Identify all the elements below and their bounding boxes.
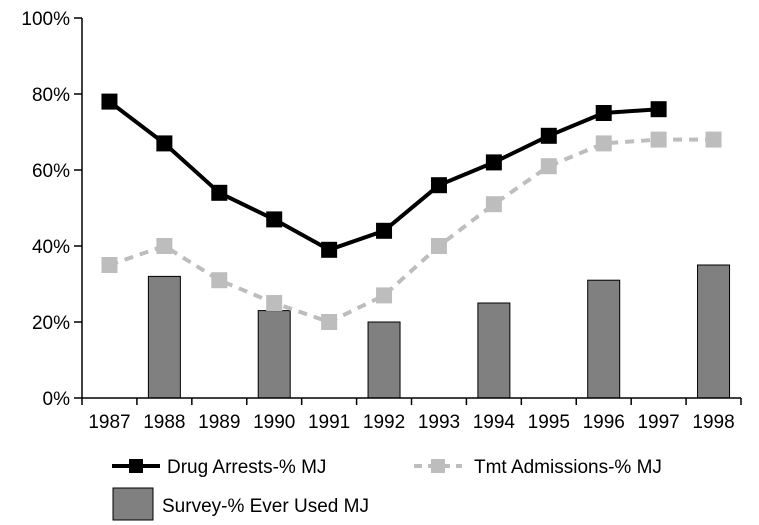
- x-tick-label: 1997: [637, 412, 679, 433]
- bar-1992: [367, 321, 401, 399]
- x-tick-label: 1988: [143, 412, 185, 433]
- legend-marker-drug-arrests: [129, 459, 143, 473]
- point-tmt-admissions-mj-1997: [650, 131, 667, 148]
- legend: Drug Arrests-% MJ Tmt Admissions-% MJ Su…: [112, 457, 662, 521]
- x-tick-label: 1995: [528, 412, 570, 433]
- legend-swatch-survey: [112, 487, 154, 521]
- legend-entry-survey: Survey-% Ever Used MJ: [112, 487, 369, 521]
- x-tick-label: 1989: [198, 412, 240, 433]
- point-tmt-admissions-mj-1996: [595, 135, 612, 152]
- point-drug-arrests-mj-1994: [485, 154, 502, 171]
- point-tmt-admissions-mj-1988: [156, 238, 173, 254]
- bar-1996: [587, 279, 621, 399]
- x-tick-label: 1998: [692, 412, 734, 433]
- point-tmt-admissions-mj-1990: [266, 295, 283, 311]
- legend-label-survey: Survey-% Ever Used MJ: [162, 496, 369, 517]
- legend-label-drug-arrests: Drug Arrests-% MJ: [167, 457, 326, 478]
- point-drug-arrests-mj-1987: [101, 93, 118, 110]
- x-tick-label: 1996: [583, 412, 625, 433]
- bar-1988: [147, 275, 181, 399]
- legend-entry-drug-arrests: Drug Arrests-% MJ: [112, 457, 326, 478]
- point-drug-arrests-mj-1988: [156, 135, 173, 152]
- axes: [74, 17, 742, 405]
- y-tick-label: 40%: [32, 237, 70, 258]
- legend-entry-tmt-admissions: Tmt Admissions-% MJ: [414, 457, 662, 478]
- y-tick-label: 100%: [21, 9, 70, 30]
- bar-1998: [697, 264, 731, 399]
- y-tick-label: 60%: [32, 161, 70, 182]
- y-tick-labels: 0% 20% 40% 60% 80% 100%: [21, 9, 70, 410]
- series-line-tmt-admissions-mj: [108, 137, 714, 324]
- y-tick-label: 0%: [43, 389, 71, 410]
- point-drug-arrests-mj-1996: [595, 105, 612, 121]
- point-tmt-admissions-mj-1992: [376, 287, 393, 304]
- x-tick-label: 1991: [308, 412, 350, 433]
- point-tmt-admissions-mj-1994: [485, 196, 502, 213]
- x-tick-label: 1987: [88, 412, 130, 433]
- y-tick-label: 80%: [32, 85, 70, 106]
- y-tick-label: 20%: [32, 313, 70, 334]
- point-drug-arrests-mj-1993: [430, 177, 447, 194]
- point-drug-arrests-mj-1992: [376, 222, 393, 239]
- point-tmt-admissions-mj-1995: [540, 158, 557, 175]
- point-tmt-admissions-mj-1987: [101, 257, 118, 273]
- point-drug-arrests-mj-1989: [211, 184, 228, 201]
- point-tmt-admissions-mj-1993: [430, 238, 447, 254]
- legend-label-tmt-admissions: Tmt Admissions-% MJ: [474, 457, 662, 478]
- point-drug-arrests-mj-1991: [321, 241, 338, 258]
- point-drug-arrests-mj-1997: [650, 101, 667, 118]
- x-tick-labels: 1987 1988 1989 1990 1991 1992 1993 1994 1995 1996…: [88, 412, 734, 433]
- x-tick-label: 1990: [253, 412, 295, 433]
- point-tmt-admissions-mj-1998: [705, 131, 722, 148]
- bar-1994: [477, 302, 511, 399]
- point-drug-arrests-mj-1995: [540, 127, 557, 144]
- x-tick-label: 1992: [363, 412, 405, 433]
- point-tmt-admissions-mj-1989: [211, 272, 228, 289]
- line-series: [101, 93, 722, 330]
- bar-1990: [257, 310, 291, 399]
- point-tmt-admissions-mj-1991: [321, 314, 338, 330]
- x-tick-label: 1993: [418, 412, 460, 433]
- survey-bars: [147, 264, 731, 399]
- point-drug-arrests-mj-1990: [266, 211, 283, 228]
- legend-marker-tmt-admissions: [431, 459, 445, 473]
- x-tick-label: 1994: [473, 412, 516, 433]
